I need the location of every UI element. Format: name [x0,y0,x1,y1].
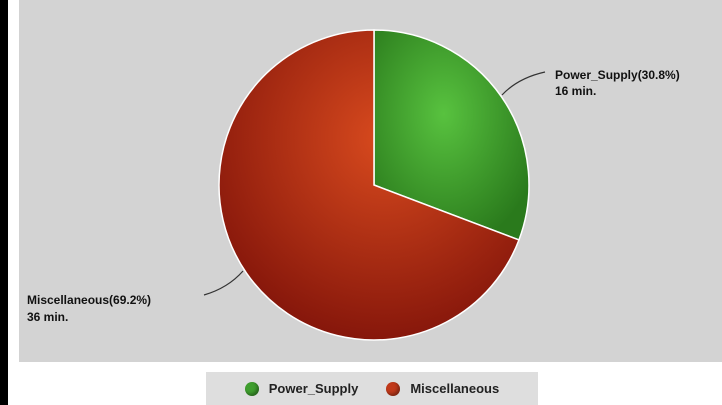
slice-label-miscellaneous-name: Miscellaneous(69.2%) [27,293,151,307]
legend-item-power-supply[interactable]: Power_Supply [244,381,359,396]
legend-swatch-miscellaneous [386,381,401,396]
leader-line-miscellaneous [203,270,244,296]
legend-label-power-supply: Power_Supply [268,381,359,396]
slice-label-power-supply-value: 16 min. [555,84,596,98]
legend-item-miscellaneous[interactable]: Miscellaneous [386,381,499,396]
pie-chart: Power_Supply(30.8%) 16 min. Miscellaneou… [27,29,680,341]
legend-label-miscellaneous: Miscellaneous [410,381,500,396]
slice-label-power-supply-name: Power_Supply(30.8%) [555,68,680,82]
legend-swatch-power-supply [244,381,259,396]
slice-label-miscellaneous-value: 36 min. [27,310,68,324]
pie-slice-miscellaneous[interactable] [218,29,520,341]
slice-label-power-supply: Power_Supply(30.8%) 16 min. [555,68,680,98]
chart-legend: Power_Supply Miscellaneous [206,372,538,405]
slice-label-miscellaneous: Miscellaneous(69.2%) 36 min. [27,293,151,324]
leader-line-power-supply [501,71,546,96]
pie-slice-power-supply[interactable] [373,29,530,241]
left-edge-bar [0,0,8,405]
